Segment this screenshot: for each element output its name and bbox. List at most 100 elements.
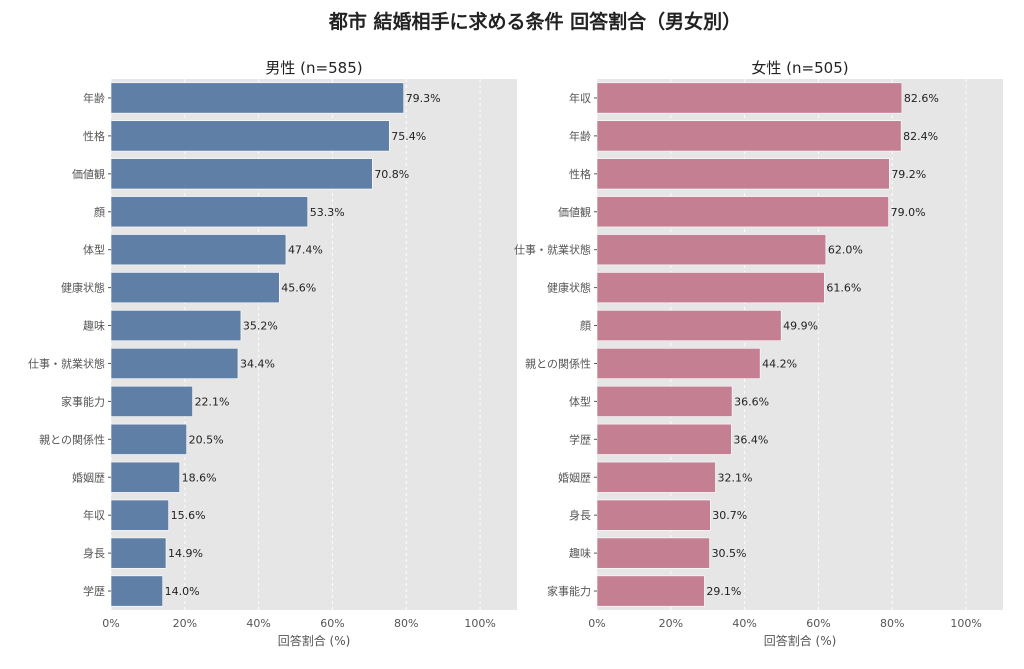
bar [596, 423, 732, 455]
category-label: 体型 [83, 243, 105, 257]
bar [596, 310, 782, 342]
bar [110, 120, 390, 152]
bar [110, 461, 180, 493]
category-label: 顔 [94, 205, 105, 219]
bar [596, 347, 761, 379]
bar [110, 537, 167, 569]
x-tick-label: 20% [659, 617, 683, 630]
bar [110, 385, 193, 417]
value-label: 36.6% [734, 395, 769, 408]
bar [110, 310, 242, 342]
category-label: 婚姻歴 [72, 470, 105, 484]
value-label: 20.5% [189, 433, 224, 446]
value-label: 70.8% [374, 168, 409, 181]
value-label: 47.4% [288, 244, 323, 257]
category-label: 趣味 [83, 319, 105, 333]
value-label: 44.2% [762, 357, 797, 370]
panel-title-male: 男性 (n=585) [265, 59, 362, 77]
bar [596, 385, 733, 417]
gridlines-female [596, 79, 967, 610]
x-tick-labels-male: 0% 20% 40% 60% 80% 100% [102, 617, 496, 630]
value-label: 82.6% [904, 92, 939, 105]
category-label: 身長 [83, 546, 105, 560]
value-label: 79.0% [891, 206, 926, 219]
value-label: 62.0% [828, 244, 863, 257]
bar [596, 196, 889, 228]
bar [110, 158, 373, 190]
value-label: 30.7% [712, 509, 747, 522]
category-label: 仕事・就業状態 [28, 356, 105, 370]
bar [110, 347, 239, 379]
bar [596, 499, 711, 531]
bar [596, 158, 890, 190]
value-label: 35.2% [243, 320, 278, 333]
x-tick-label: 80% [880, 617, 904, 630]
value-label: 22.1% [195, 395, 230, 408]
value-label: 32.1% [717, 471, 752, 484]
x-tick-label: 100% [950, 617, 981, 630]
value-labels-male: 79.3% 75.4% 70.8% 53.3% 47.4% 45.6% 35.2% 34.4%… [165, 92, 441, 598]
x-tick-labels-female: 0% 20% 40% 60% 80% 100% [588, 617, 982, 630]
value-label: 15.6% [171, 509, 206, 522]
category-label: 婚姻歴 [558, 470, 591, 484]
x-tick-label: 60% [320, 617, 344, 630]
category-label: 性格 [83, 129, 105, 143]
value-label: 49.9% [783, 320, 818, 333]
category-label: 親との関係性 [39, 432, 105, 446]
bar [110, 423, 187, 455]
value-label: 53.3% [310, 206, 345, 219]
bar [110, 575, 163, 607]
category-labels-male: 年齢性格価値観顔体型健康状態趣味仕事・就業状態家事能力親との関係性婚姻歴年収身長… [28, 91, 111, 598]
bar [596, 575, 705, 607]
category-label: 性格 [569, 167, 591, 181]
category-label: 価値観 [72, 167, 105, 181]
panel-female: 女性 (n=505) 年収年齢性格価値観仕事・就業状態健康状態顔親との関係性体型… [514, 59, 1003, 648]
value-label: 34.4% [240, 357, 275, 370]
value-label: 14.9% [168, 547, 203, 560]
value-label: 14.0% [165, 585, 200, 598]
category-label: 年収 [83, 508, 105, 522]
value-labels-female: 82.6% 82.4% 79.2% 79.0% 62.0% 61.6% 49.9% 44.2%… [706, 92, 938, 598]
panel-male: 男性 (n=585) 年齢性格価値観顔体型健康状態趣味仕事・就業状態家事能力親と… [28, 59, 517, 648]
category-label: 年齢 [569, 129, 591, 143]
value-label: 75.4% [391, 130, 426, 143]
bar [596, 537, 710, 569]
bar [596, 120, 902, 152]
value-label: 36.4% [733, 433, 768, 446]
value-label: 79.2% [891, 168, 926, 181]
x-tick-label: 0% [588, 617, 605, 630]
category-label: 学歴 [569, 432, 591, 446]
panel-title-female: 女性 (n=505) [751, 59, 848, 77]
category-label: 体型 [569, 394, 591, 408]
category-label: 顔 [580, 319, 591, 333]
value-label: 18.6% [182, 471, 217, 484]
value-label: 79.3% [406, 92, 441, 105]
category-label: 趣味 [569, 546, 591, 560]
category-label: 親との関係性 [525, 356, 591, 370]
gridlines-male [110, 79, 481, 610]
category-label: 年齢 [83, 91, 105, 105]
bar [110, 272, 280, 304]
bar [110, 82, 404, 114]
value-label: 82.4% [903, 130, 938, 143]
x-tick-label: 20% [173, 617, 197, 630]
figure-title: 都市 結婚相手に求める条件 回答割合（男女別） [328, 10, 741, 33]
x-tick-label: 0% [102, 617, 119, 630]
category-label: 家事能力 [61, 394, 105, 408]
category-label: 年収 [569, 91, 591, 105]
bar [110, 499, 169, 531]
category-label: 家事能力 [547, 584, 591, 598]
value-label: 61.6% [826, 282, 861, 295]
category-label: 健康状態 [547, 281, 591, 295]
x-tick-label: 60% [806, 617, 830, 630]
bar [110, 196, 309, 228]
value-label: 30.5% [712, 547, 747, 560]
category-label: 仕事・就業状態 [514, 243, 591, 257]
x-tick-label: 100% [464, 617, 495, 630]
bar [596, 82, 903, 114]
category-label: 学歴 [83, 584, 105, 598]
category-label: 身長 [569, 508, 591, 522]
category-label: 健康状態 [61, 281, 105, 295]
category-labels-female: 年収年齢性格価値観仕事・就業状態健康状態顔親との関係性体型学歴婚姻歴身長趣味家事… [514, 91, 597, 598]
